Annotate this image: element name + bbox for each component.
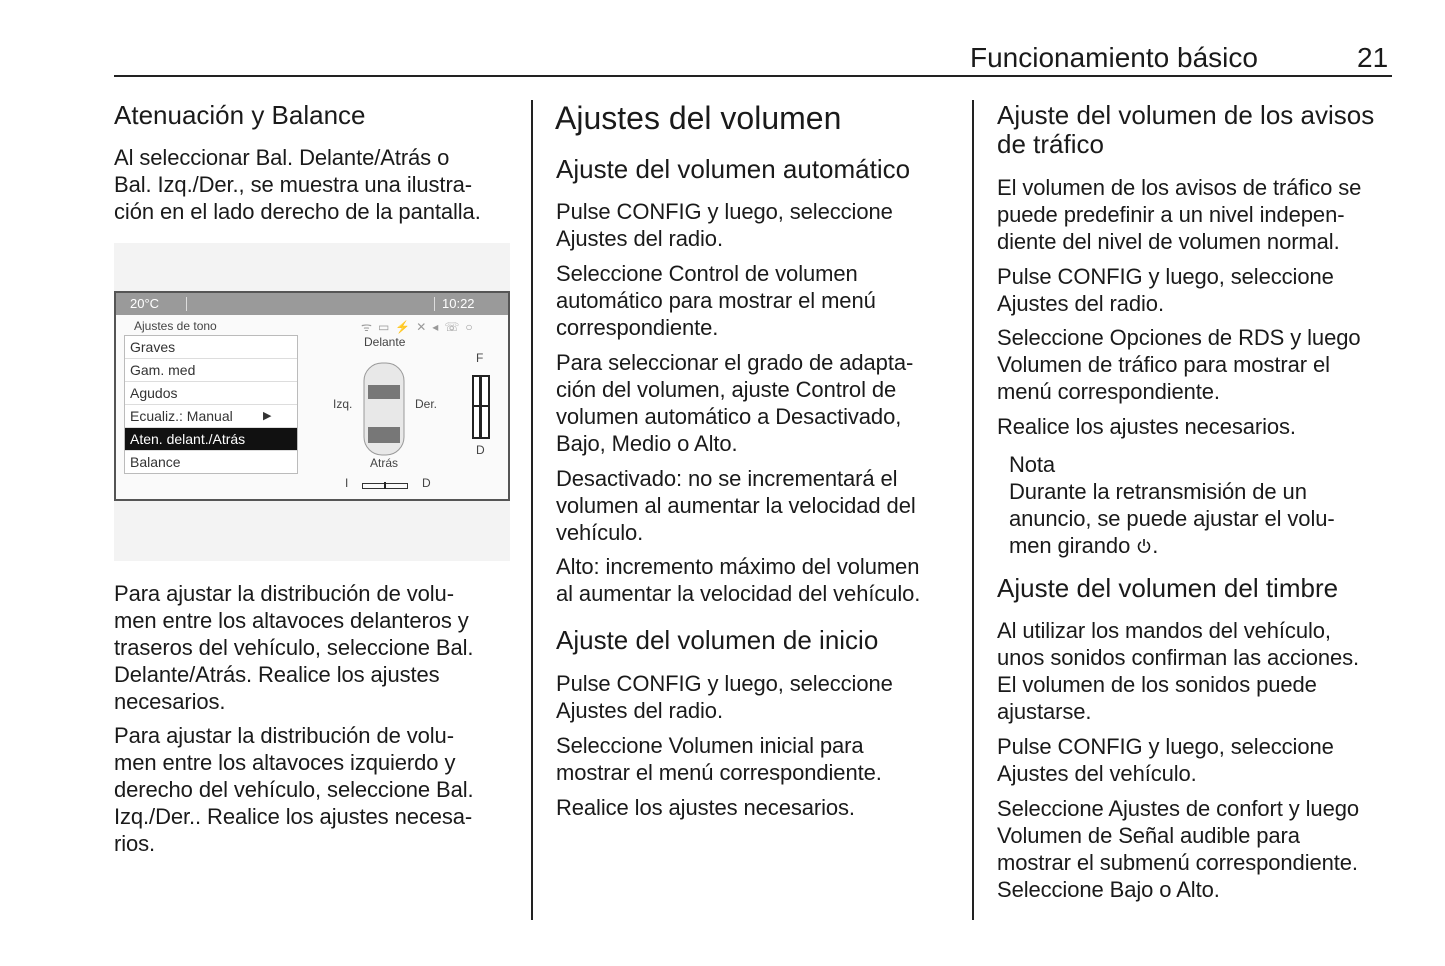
note-text-end: men girando (1009, 533, 1137, 558)
note-box: Nota Durante la retransmisión de un anun… (1009, 451, 1335, 559)
status-icons: ᯤ▭⚡✕◂☏○ (361, 320, 479, 334)
paragraph: Realice los ajustes necesarios. (997, 414, 1296, 439)
label-rear: Atrás (370, 456, 399, 470)
paragraph: Para ajustar la distribución de volu- me… (114, 581, 474, 714)
label-left: Izq. (333, 397, 353, 411)
paragraph: Alto: incremento máximo del volumen al a… (556, 554, 921, 606)
paragraph: Al seleccionar Bal. Delante/Atrás o Bal.… (114, 145, 481, 224)
column-divider (972, 100, 974, 920)
page-title: Ajustes del volumen (555, 100, 842, 136)
fader-bottom-label: D (476, 443, 485, 457)
note-text: Durante la retransmisión de un anuncio, … (1009, 479, 1335, 531)
power-knob-icon (1137, 539, 1151, 553)
paragraph: Pulse CONFIG y luego, seleccione Ajustes… (997, 264, 1334, 316)
balance-left-label: I (345, 476, 349, 490)
car-top-view-icon (363, 362, 405, 456)
label-front: Delante (364, 335, 406, 349)
paragraph: El volumen de los avisos de tráfico se p… (997, 175, 1362, 254)
section-heading: Ajuste del volumen de los avisos de tráf… (997, 100, 1375, 159)
tone-menu: Graves Gam. med Agudos Ecualiz.: Manual ▶… (124, 335, 298, 474)
status-bar: 20°C 10:22 (116, 293, 508, 315)
menu-title: Ajustes de tono (134, 319, 217, 333)
page-number: 21 (1357, 42, 1389, 73)
section-heading: Ajuste del volumen de inicio (556, 625, 879, 655)
paragraph: Seleccione Control de volumen automático… (556, 261, 876, 340)
column-divider (531, 100, 533, 920)
note-period: . (1152, 533, 1159, 558)
paragraph: Para ajustar la distribución de volu- me… (114, 723, 474, 856)
paragraph: Realice los ajustes necesarios. (556, 795, 855, 820)
paragraph: Al utilizar los mandos del vehículo, uno… (997, 618, 1360, 724)
clock: 10:22 (442, 296, 475, 311)
divider (186, 297, 187, 311)
note-last-line: men girando . (1009, 532, 1335, 559)
running-header-title: Funcionamiento básico (970, 42, 1258, 73)
paragraph: Pulse CONFIG y luego, seleccione Ajustes… (997, 734, 1334, 786)
divider (434, 297, 435, 311)
section-heading: Atenuación y Balance (114, 100, 366, 130)
balance-slider[interactable] (362, 482, 408, 489)
menu-item-graves[interactable]: Graves (125, 336, 297, 359)
menu-item-balance[interactable]: Balance (130, 454, 181, 470)
balance-right-label: D (422, 476, 431, 490)
paragraph: Seleccione Volumen inicial para mostrar … (556, 733, 882, 785)
temperature: 20°C (130, 296, 160, 311)
fader-slider[interactable] (472, 375, 490, 439)
menu-item-gam-med[interactable]: Gam. med (125, 359, 297, 382)
chevron-right-icon: ▶ (263, 410, 272, 422)
section-heading: Ajuste del volumen del timbre (997, 573, 1339, 603)
menu-item-aten-delant-atras[interactable]: Aten. delant./Atrás (125, 428, 297, 451)
paragraph: Para seleccionar el grado de adapta- ció… (556, 350, 914, 456)
paragraph: Pulse CONFIG y luego, seleccione Ajustes… (556, 671, 893, 723)
note-title: Nota (1009, 452, 1056, 477)
paragraph: Seleccione Opciones de RDS y luego Volum… (997, 325, 1361, 404)
menu-item-agudos[interactable]: Agudos (125, 382, 297, 405)
fader-top-label: F (476, 351, 484, 365)
section-heading: Ajuste del volumen automático (556, 154, 911, 184)
paragraph: Seleccione Ajustes de confort y luego Vo… (997, 796, 1359, 902)
header-rule (114, 75, 1392, 77)
paragraph: Pulse CONFIG y luego, seleccione Ajustes… (556, 199, 893, 251)
paragraph: Desactivado: no se incrementará el volum… (556, 466, 916, 545)
menu-item-label: Ecualiz.: Manual (130, 408, 233, 424)
menu-item-ecualiz[interactable]: Ecualiz.: Manual ▶ (125, 405, 297, 428)
infotainment-screen-figure: 20°C 10:22 Ajustes de tono ᯤ▭⚡✕◂☏○ Grave… (114, 291, 510, 501)
label-right: Der. (415, 397, 438, 411)
